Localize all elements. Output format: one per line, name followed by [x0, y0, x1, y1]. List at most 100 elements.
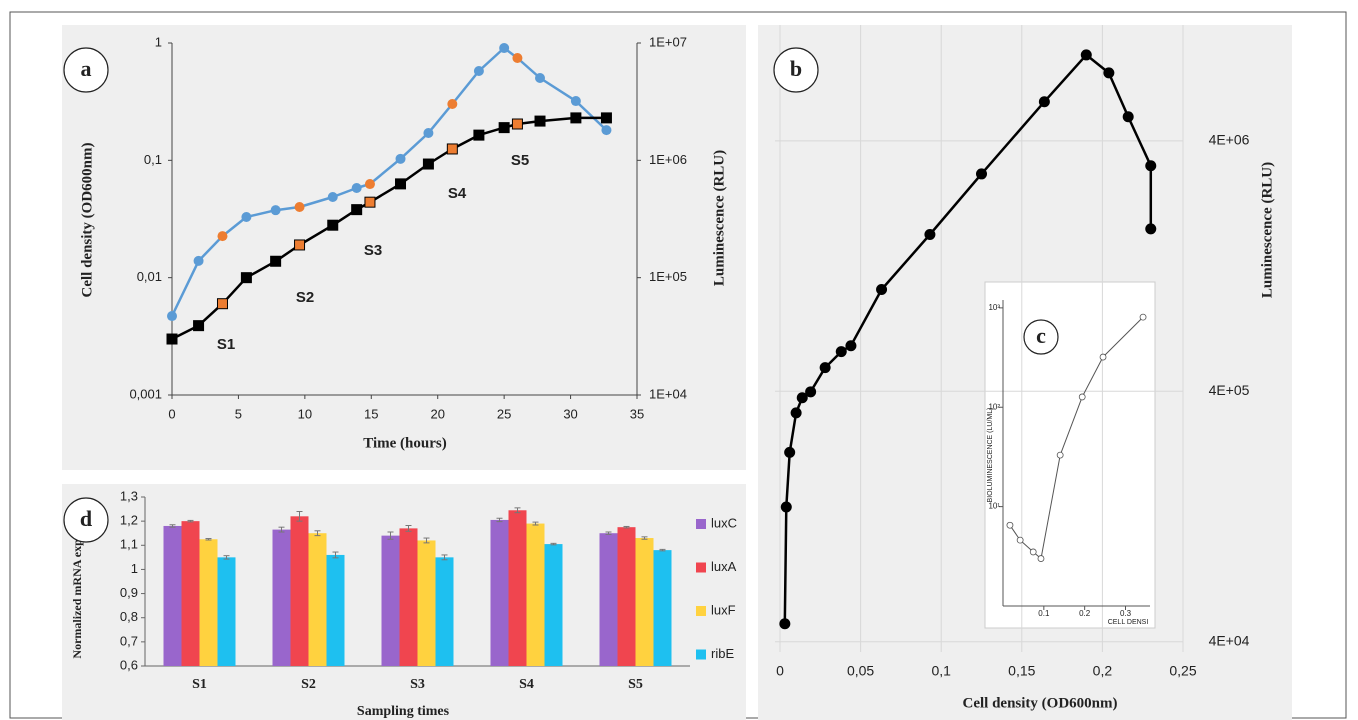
x-tick-label: 5 — [235, 406, 242, 421]
x-tick-label: 20 — [430, 406, 444, 421]
x-tick-label: 30 — [563, 406, 577, 421]
marker — [819, 362, 831, 374]
marker — [1038, 96, 1050, 108]
x-tick-label: 0.1 — [1038, 609, 1050, 618]
marker — [601, 125, 612, 136]
x-axis-label: Cell density (OD600nm) — [963, 695, 1118, 711]
annotation: S3 — [364, 242, 382, 259]
marker — [270, 205, 281, 216]
bar — [272, 529, 291, 666]
panel-label-circle — [63, 47, 109, 93]
x-tick-label: 0,1 — [931, 663, 951, 679]
error-bar — [641, 536, 648, 540]
y-tick-label: 0,7 — [120, 633, 138, 648]
y-axis-label: Normalized mRNA expression — [70, 503, 84, 658]
x-tick-label: 10 — [298, 406, 312, 421]
marker — [423, 127, 434, 138]
x-tick-label: 0 — [168, 406, 175, 421]
error-bar — [659, 548, 666, 552]
bar — [308, 533, 327, 666]
y-tick-label: 0,1 — [144, 152, 162, 167]
bar — [435, 557, 454, 666]
bar — [417, 540, 436, 666]
error-bar — [332, 551, 339, 559]
bar — [217, 557, 236, 666]
y2-axis-label: Luminescence (RLU) — [711, 150, 727, 286]
marker — [473, 66, 484, 77]
annotation: S2 — [296, 289, 314, 306]
marker — [167, 311, 177, 322]
error-bar — [278, 526, 285, 533]
y-tick-label: 1,1 — [120, 537, 138, 552]
bar — [199, 539, 218, 666]
marker — [600, 112, 612, 124]
marker — [1037, 555, 1045, 562]
marker — [1056, 451, 1064, 459]
marker — [364, 196, 376, 208]
marker — [570, 96, 581, 107]
error-bar — [550, 542, 557, 546]
error-bar — [623, 525, 630, 529]
error-bar — [387, 531, 394, 540]
bar — [653, 550, 672, 666]
error-bar — [532, 521, 539, 526]
error-bar — [314, 530, 321, 537]
y-tick-label: 1 — [131, 561, 138, 576]
marker — [512, 53, 523, 64]
marker — [364, 179, 375, 190]
marker — [1016, 536, 1024, 544]
legend-label: luxC — [711, 515, 737, 530]
marker — [790, 407, 802, 419]
marker — [395, 178, 407, 190]
error-bar — [296, 510, 303, 522]
panel-label: a — [81, 56, 92, 81]
error-bar — [169, 524, 176, 528]
x-tick-label: 35 — [630, 406, 644, 421]
y-tick-label: 0,01 — [137, 269, 162, 284]
marker — [1099, 353, 1107, 361]
panel-label: b — [790, 56, 802, 81]
error-bar — [205, 538, 212, 541]
marker — [779, 618, 791, 630]
y-tick-label: 10² — [988, 402, 1000, 411]
marker — [1145, 160, 1157, 172]
y-tick-label: 4E+05 — [1209, 382, 1250, 398]
marker — [784, 446, 796, 458]
y-axis-label: Luminescence (RLU) — [1259, 162, 1275, 298]
annotation: S5 — [511, 152, 529, 169]
marker — [166, 333, 178, 345]
legend-label: ribE — [711, 646, 734, 661]
y2-tick-label: 1E+05 — [649, 269, 687, 284]
x-tick-label: 0,05 — [847, 663, 874, 679]
marker — [1029, 548, 1037, 556]
marker — [498, 122, 510, 134]
marker — [217, 231, 228, 242]
marker — [1145, 223, 1157, 235]
error-bar — [423, 537, 430, 544]
y-tick-label: 1 — [155, 34, 162, 49]
marker — [270, 255, 282, 267]
legend-label: luxA — [711, 559, 737, 574]
x-tick-label: 15 — [364, 406, 378, 421]
marker — [535, 73, 546, 84]
bar — [490, 519, 509, 666]
y-tick-label: 0,9 — [120, 585, 138, 600]
panel-label-circle — [63, 497, 109, 543]
y-tick-label: 4E+06 — [1209, 132, 1250, 148]
x-axis-label: CELL DENSI — [1108, 619, 1149, 626]
x-tick-label: 0.3 — [1120, 609, 1132, 618]
error-bar — [496, 517, 503, 523]
legend-swatch — [696, 606, 706, 616]
marker — [1006, 521, 1014, 529]
panel-label-circle — [1023, 319, 1059, 355]
x-tick-label: 0,25 — [1169, 663, 1196, 679]
x-axis-label: Sampling times — [357, 704, 450, 719]
y-tick-label: 10¹ — [988, 502, 1000, 511]
x-tick-label: S1 — [192, 677, 207, 692]
marker — [499, 43, 510, 54]
chart-layer: 0 5 10 15 20 25 30 350,0010,010,111E+041E+051E+… — [63, 25, 1275, 719]
marker — [570, 112, 582, 124]
bar — [163, 525, 182, 666]
x-tick-label: 0.2 — [1079, 609, 1091, 618]
